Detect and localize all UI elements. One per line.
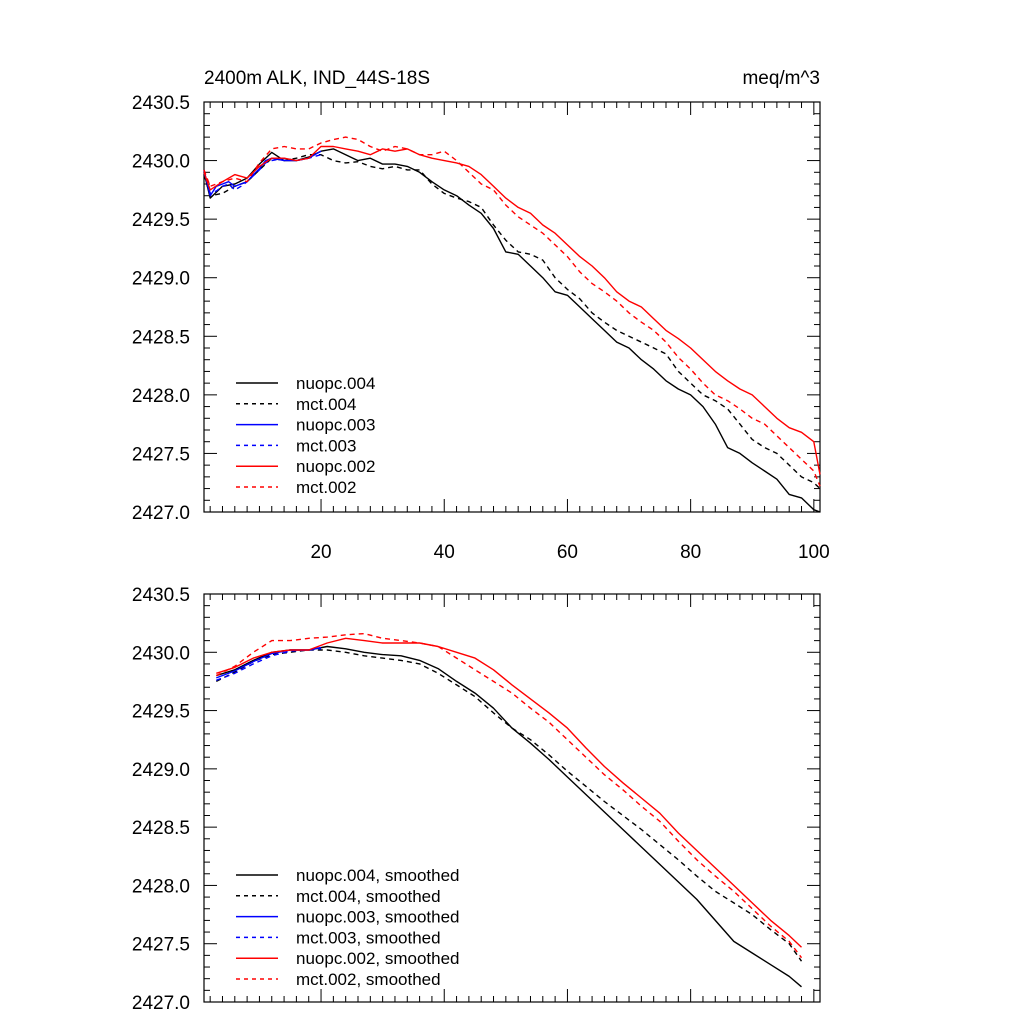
y-tick-label: 2428.0 <box>132 386 190 407</box>
legend-label: mct.003, smoothed <box>296 928 441 947</box>
legend-label: mct.002, smoothed <box>296 970 441 989</box>
x-tick-label: 60 <box>557 542 578 563</box>
x-tick-label: 40 <box>434 542 455 563</box>
y-tick-label: 2429.5 <box>132 210 190 231</box>
legend-label: nuopc.004 <box>296 374 375 393</box>
legend-label: mct.003 <box>296 436 356 455</box>
legend-label: nuopc.002 <box>296 457 375 476</box>
units-label: meq/m^3 <box>742 68 820 89</box>
series-line-mct-002 <box>203 136 821 487</box>
x-tick-label: 20 <box>310 542 331 563</box>
y-tick-label: 2427.5 <box>132 935 190 956</box>
legend-label: mct.004 <box>296 395 356 414</box>
y-tick-label: 2430.0 <box>132 152 190 173</box>
x-tick-label: 80 <box>680 542 701 563</box>
y-tick-label: 2430.0 <box>132 643 190 664</box>
x-tick-label: 100 <box>798 542 830 563</box>
legend-label: nuopc.003 <box>296 416 375 435</box>
y-tick-label: 2429.0 <box>132 760 190 781</box>
y-tick-label: 2427.5 <box>132 444 190 465</box>
plot-frame <box>203 101 821 513</box>
y-tick-label: 2429.5 <box>132 702 190 723</box>
series-line-nuopc-003 <box>203 150 322 197</box>
bottom-panel: 2427.0 2427.5 2428.0 2428.5 2429.0 2429.5 2430… <box>132 585 821 1014</box>
y-tick-label: 2428.0 <box>132 876 190 897</box>
y-tick-label: 2427.0 <box>132 503 190 524</box>
series-line-nuopc-002-smoothed <box>216 637 802 948</box>
legend-label: mct.002 <box>296 478 356 497</box>
series-line-mct-004 <box>203 153 821 490</box>
legend-label: mct.004, smoothed <box>296 887 441 906</box>
plot-frame <box>203 593 821 1003</box>
legend-label: nuopc.004, smoothed <box>296 866 460 885</box>
y-tick-label: 2430.5 <box>132 93 190 114</box>
y-tick-label: 2429.0 <box>132 269 190 290</box>
series-line-mct-004-smoothed <box>215 649 803 962</box>
legend-label: nuopc.003, smoothed <box>296 908 460 927</box>
top-panel: 2400m ALK, IND_44S-18S meq/m^3 2427.0 242… <box>132 68 830 563</box>
y-tick-label: 2430.5 <box>132 585 190 606</box>
y-tick-label: 2428.5 <box>132 818 190 839</box>
series-line-nuopc-003-smoothed <box>216 646 322 679</box>
series-line-mct-002-smoothed <box>215 632 803 959</box>
y-tick-label: 2428.5 <box>132 327 190 348</box>
legend-label: nuopc.002, smoothed <box>296 949 460 968</box>
series-line-nuopc-002 <box>203 145 821 475</box>
series-line-mct-003-smoothed <box>216 648 322 681</box>
chart-title: 2400m ALK, IND_44S-18S <box>204 68 430 89</box>
y-tick-label: 2427.0 <box>132 993 190 1014</box>
